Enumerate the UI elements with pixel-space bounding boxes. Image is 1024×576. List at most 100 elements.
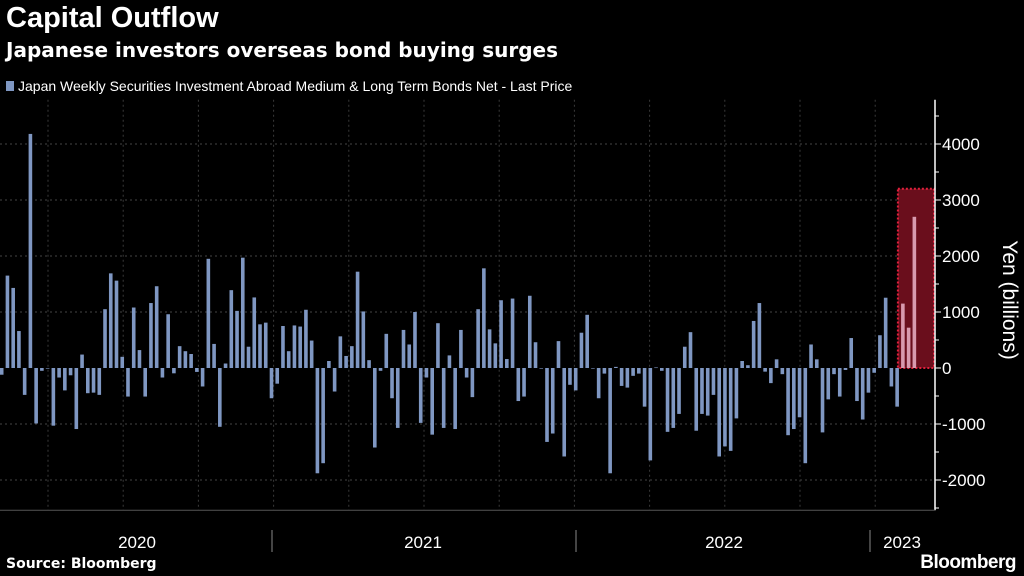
bar — [131, 307, 136, 368]
bar — [883, 297, 888, 368]
bar — [482, 268, 486, 368]
bar — [91, 368, 96, 393]
bar — [878, 335, 882, 368]
bar — [212, 343, 216, 368]
bar — [774, 359, 779, 368]
bar — [68, 368, 73, 376]
bar — [591, 368, 595, 369]
x-tick-label: 2022 — [705, 533, 743, 552]
bar — [17, 331, 21, 368]
bar — [573, 368, 578, 391]
x-tick-label: 2021 — [404, 533, 442, 552]
bar — [108, 273, 113, 368]
bar — [447, 355, 452, 368]
bar — [154, 286, 159, 368]
bar — [45, 368, 50, 369]
bar — [619, 368, 624, 386]
bar — [413, 312, 417, 368]
bar — [780, 368, 785, 375]
bar — [298, 326, 302, 368]
bar — [309, 340, 314, 368]
bar — [648, 368, 653, 461]
bloomberg-logo: Bloomberg — [920, 552, 1016, 573]
bar — [189, 354, 193, 368]
bar — [373, 368, 377, 448]
bar — [338, 336, 343, 368]
bar — [608, 368, 612, 474]
bar — [263, 322, 268, 368]
bar — [705, 368, 710, 416]
bar — [206, 258, 211, 368]
bar — [728, 368, 733, 451]
bar — [34, 368, 38, 424]
bar — [137, 350, 142, 368]
bar — [895, 368, 899, 407]
bar — [418, 368, 423, 423]
x-axis: 2020 2021 2022 2023 — [0, 509, 935, 552]
bar — [63, 368, 67, 391]
bar — [757, 303, 762, 368]
bar — [246, 346, 251, 368]
bar — [177, 346, 182, 368]
bar — [820, 368, 825, 433]
y-axis: 4000 3000 2000 1000 0 -1000 -2000 Yen (billions… — [934, 99, 1021, 511]
bar — [505, 359, 509, 368]
bar — [860, 368, 865, 420]
x-tick-label: 2023 — [883, 533, 921, 552]
bar — [866, 368, 871, 393]
bar — [637, 368, 641, 374]
bar — [355, 271, 360, 368]
bar — [792, 368, 796, 430]
bar — [797, 368, 802, 418]
bar — [614, 366, 618, 368]
bar — [516, 368, 521, 402]
bar — [769, 368, 773, 384]
bar — [568, 368, 572, 385]
bar — [602, 368, 607, 374]
bar — [235, 310, 239, 368]
bar — [740, 361, 744, 368]
bar — [556, 341, 561, 368]
bar — [80, 354, 84, 368]
bar — [786, 368, 790, 436]
bar — [332, 368, 337, 392]
bar — [401, 329, 406, 368]
bar — [51, 368, 56, 426]
bar — [229, 290, 234, 368]
bar — [550, 368, 555, 434]
gridlines — [0, 99, 935, 511]
bar — [378, 368, 383, 371]
bar — [832, 368, 836, 375]
bar — [654, 367, 658, 369]
bar — [700, 368, 704, 414]
bar — [240, 257, 245, 368]
bar — [407, 344, 412, 368]
bar — [717, 368, 721, 457]
bar — [424, 368, 429, 378]
bar — [665, 368, 670, 432]
bar — [814, 359, 819, 368]
bar — [510, 298, 515, 368]
bar — [315, 368, 320, 474]
chart-title: Capital Outflow — [6, 2, 219, 34]
bar — [40, 368, 44, 371]
bars — [0, 133, 917, 474]
bar — [22, 368, 27, 395]
bar — [361, 311, 366, 368]
bar — [114, 280, 119, 368]
bar — [195, 368, 199, 372]
bar — [430, 368, 434, 435]
bar — [527, 295, 532, 368]
bar — [837, 368, 842, 397]
bar — [487, 329, 492, 368]
bar — [286, 351, 291, 368]
y-tick-label: 2000 — [942, 247, 980, 266]
bar — [906, 327, 911, 368]
bar — [734, 368, 739, 419]
bar — [269, 368, 274, 399]
bar — [711, 368, 716, 395]
bar — [677, 368, 681, 414]
bar — [459, 329, 463, 368]
bar — [912, 216, 917, 368]
bar — [103, 309, 107, 368]
